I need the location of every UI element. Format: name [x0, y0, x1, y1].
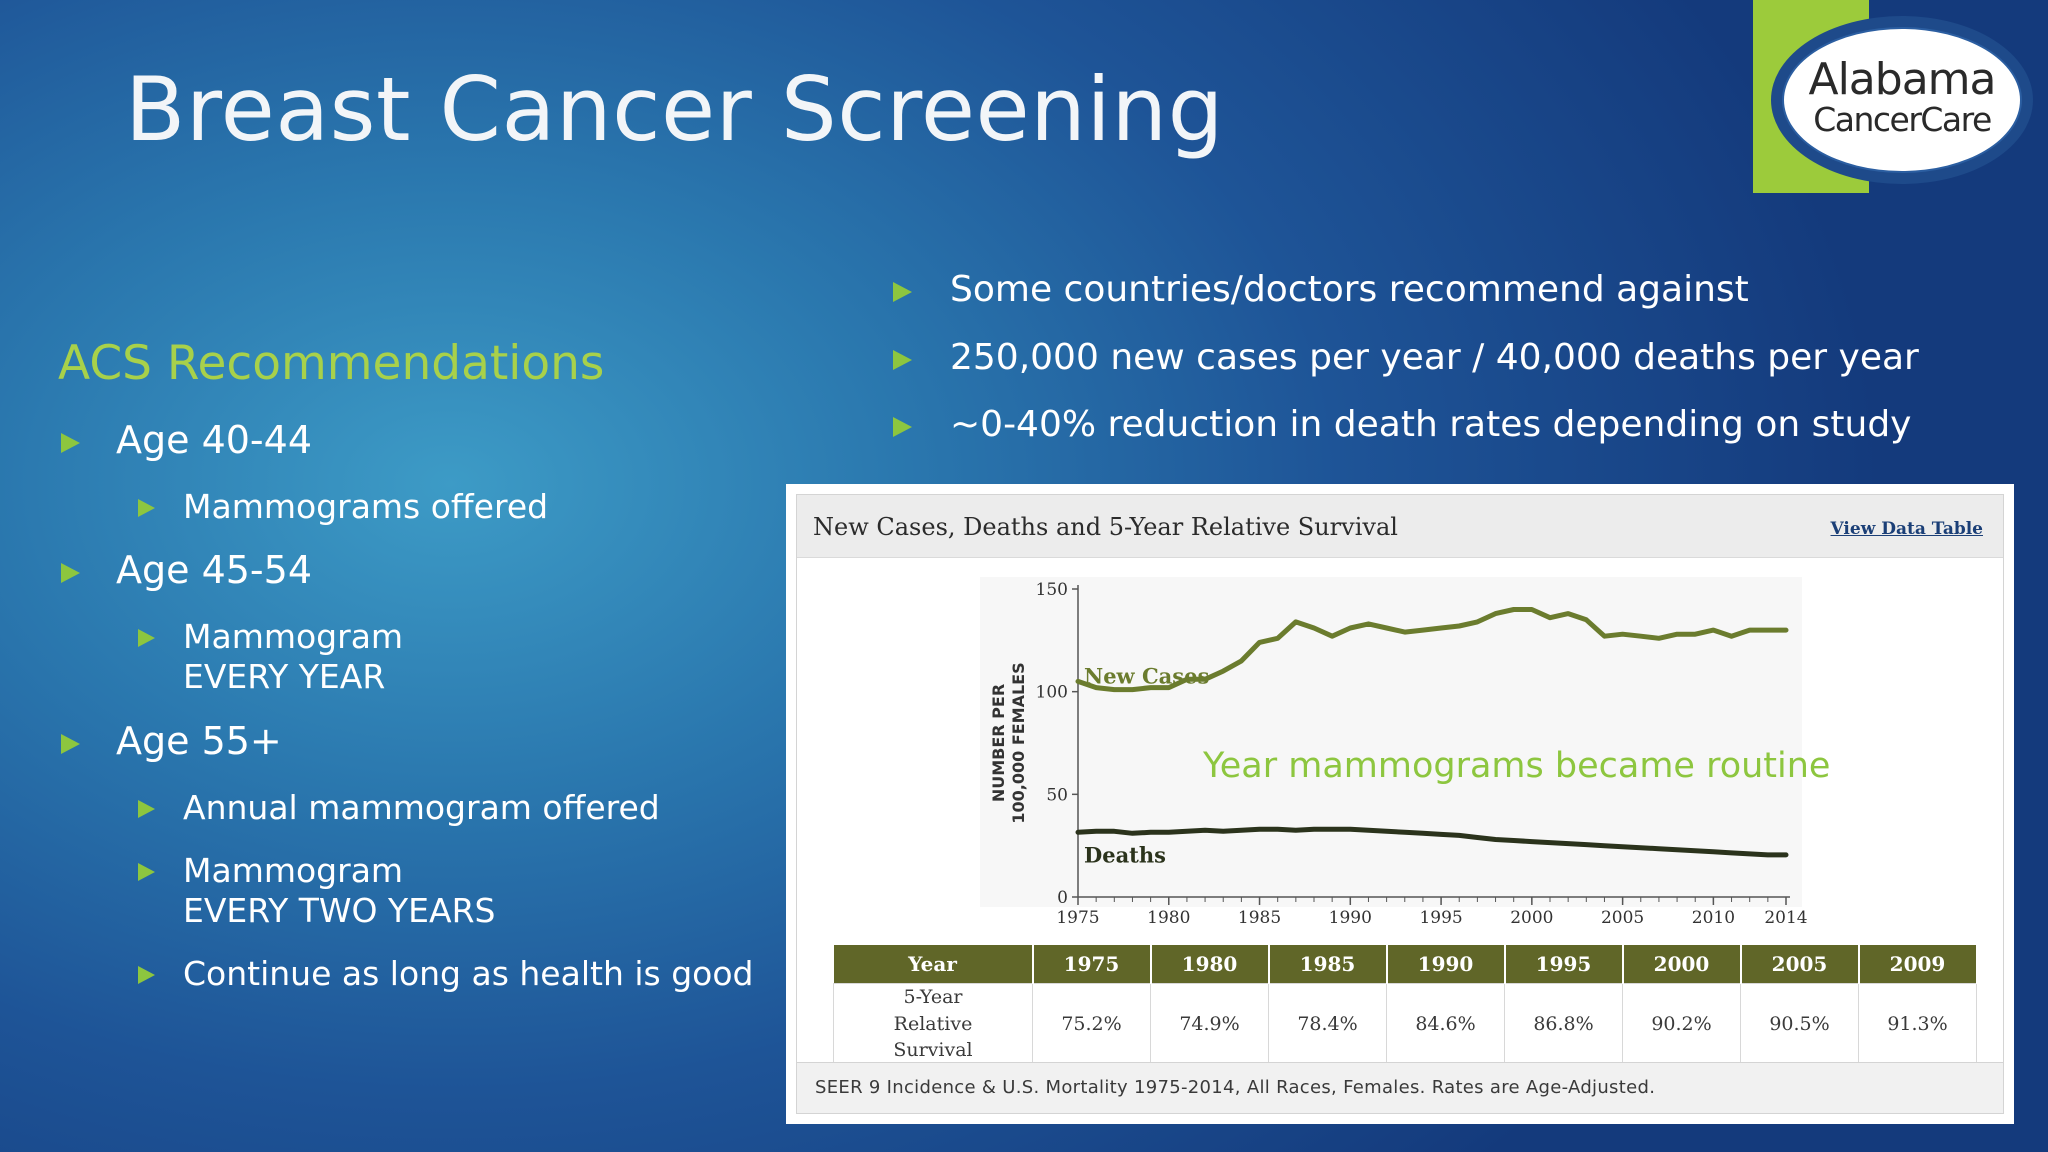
sub-bullet-continuation: EVERY YEAR [183, 657, 385, 697]
bullet-item: Age 55+ [61, 719, 282, 765]
survival-year-header: 2000 [1622, 945, 1742, 984]
chart-title: New Cases, Deaths and 5-Year Relative Su… [813, 513, 1398, 541]
new-cases-label: New Cases [1084, 663, 1209, 688]
deaths-label: Deaths [1084, 842, 1166, 867]
survival-value-cell: 90.5% [1740, 983, 1859, 1065]
y-tick-label: 50 [1046, 785, 1068, 805]
survival-value-cell: 75.2% [1032, 983, 1151, 1065]
bullet-text: EVERY YEAR [183, 657, 386, 696]
bullet-text: EVERY TWO YEARS [183, 891, 496, 930]
x-tick-label: 2005 [1601, 908, 1644, 928]
chart-panel-inner: New Cases, Deaths and 5-Year Relative Su… [796, 494, 2004, 1114]
survival-header-row: Year 1975 1980 1985 1990 1995 2000 2005 2009 [833, 945, 1978, 984]
survival-year-header: 2005 [1740, 945, 1860, 984]
bullet-text: Some countries/doctors recommend against [950, 269, 1749, 310]
bullet-text: ~0-40% reduction in death rates dependin… [950, 404, 1912, 445]
sub-bullet-item: Mammogram [138, 851, 404, 891]
bullet-text: Annual mammogram offered [183, 788, 660, 827]
sub-bullet-continuation: EVERY TWO YEARS [183, 891, 495, 931]
logo-text-line2: CancerCare [1813, 100, 1992, 139]
chart-panel: New Cases, Deaths and 5-Year Relative Su… [786, 484, 2014, 1124]
bullet-arrow-icon [138, 629, 155, 647]
bullet-item: Age 45-54 [61, 548, 312, 594]
deaths-line [1075, 826, 1789, 858]
survival-value-cell: 84.6% [1386, 983, 1505, 1065]
bullet-arrow-icon [61, 433, 80, 453]
x-tick-label: 1975 [1056, 908, 1099, 928]
bullet-arrow-icon [893, 282, 912, 302]
survival-table: Year 1975 1980 1985 1990 1995 2000 2005 2009 5-… [833, 945, 1978, 1065]
survival-value-cell: 90.2% [1622, 983, 1741, 1065]
x-tick-label: 2000 [1510, 908, 1553, 928]
x-tick-label: 2010 [1692, 908, 1735, 928]
bullet-arrow-icon [61, 563, 80, 583]
survival-header-label: Year [833, 945, 1034, 984]
bullet-text: Mammogram [183, 617, 404, 656]
bullet-arrow-icon [138, 966, 155, 984]
survival-year-header: 1990 [1386, 945, 1506, 984]
y-axis-label-line2: 100,000 FEMALES [1009, 662, 1028, 823]
x-tick-label: 1995 [1419, 908, 1462, 928]
bullet-text: Age 55+ [116, 719, 282, 763]
mammogram-annotation: Year mammograms became routine [1202, 746, 1830, 786]
bullet-arrow-icon [61, 734, 80, 754]
y-axis-label-line1: NUMBER PER [989, 684, 1008, 802]
chart-footnote: SEER 9 Incidence & U.S. Mortality 1975-2… [815, 1077, 1656, 1098]
x-tick-label: 1985 [1238, 908, 1281, 928]
sub-bullet-item: Continue as long as health is good [138, 954, 754, 994]
sub-bullet-item: Mammograms offered [138, 487, 549, 527]
view-data-table-link[interactable]: View Data Table [1830, 519, 1983, 539]
x-tick-label: 1990 [1329, 908, 1372, 928]
chart-header: New Cases, Deaths and 5-Year Relative Su… [797, 495, 2003, 558]
acs-recommendations-heading: ACS Recommendations [58, 336, 605, 391]
survival-value-cell: 78.4% [1268, 983, 1387, 1065]
bullet-text: Mammograms offered [183, 487, 549, 526]
bullet-text: Age 40-44 [116, 418, 312, 462]
survival-value-row: 5-Year Relative Survival 75.2% 74.9% 78.4%… [833, 983, 1977, 1065]
bullet-arrow-icon [893, 350, 912, 370]
slide-title: Breast Cancer Screening [125, 58, 1224, 161]
y-tick-label: 150 [1036, 580, 1068, 600]
bullet-item: ~0-40% reduction in death rates dependin… [893, 403, 1912, 446]
survival-year-header: 1980 [1150, 945, 1270, 984]
bullet-arrow-icon [893, 417, 912, 437]
bullet-text: Continue as long as health is good [183, 954, 754, 993]
survival-value-cell: 91.3% [1858, 983, 1977, 1065]
sub-bullet-item: Annual mammogram offered [138, 788, 660, 828]
bullet-text: Mammogram [183, 851, 404, 890]
x-tick-label: 1980 [1147, 908, 1190, 928]
y-tick-label: 100 [1036, 683, 1068, 703]
bullet-item: Some countries/doctors recommend against [893, 268, 1749, 311]
bullet-arrow-icon [138, 800, 155, 818]
sub-bullet-item: Mammogram [138, 617, 404, 657]
survival-year-header: 1995 [1504, 945, 1624, 984]
plot-background [980, 577, 1802, 907]
x-tick-label: 2014 [1764, 908, 1807, 928]
y-tick-label: 0 [1057, 888, 1068, 908]
chart-footnote-bar: SEER 9 Incidence & U.S. Mortality 1975-2… [797, 1062, 2003, 1113]
bullet-text: 250,000 new cases per year / 40,000 deat… [950, 337, 1919, 378]
survival-row-label: 5-Year Relative Survival [833, 983, 1033, 1065]
survival-year-header: 1975 [1032, 945, 1152, 984]
survival-value-cell: 86.8% [1504, 983, 1623, 1065]
logo-oval [1782, 27, 2022, 173]
bullet-arrow-icon [138, 863, 155, 881]
survival-year-header: 2009 [1858, 945, 1978, 984]
line-chart: 0 50 100 150 1975 1980 1985 1990 1995 2000 2005 201… [980, 577, 1830, 928]
bullet-arrow-icon [138, 499, 155, 517]
survival-year-header: 1985 [1268, 945, 1388, 984]
new-cases-line [1075, 607, 1789, 693]
survival-value-cell: 74.9% [1150, 983, 1269, 1065]
bullet-item: 250,000 new cases per year / 40,000 deat… [893, 336, 1919, 379]
bullet-item: Age 40-44 [61, 418, 312, 464]
survival-row-label-text: 5-Year Relative Survival [893, 986, 973, 1062]
logo-text-line1: Alabama [1808, 54, 1996, 105]
bullet-text: Age 45-54 [116, 548, 312, 592]
